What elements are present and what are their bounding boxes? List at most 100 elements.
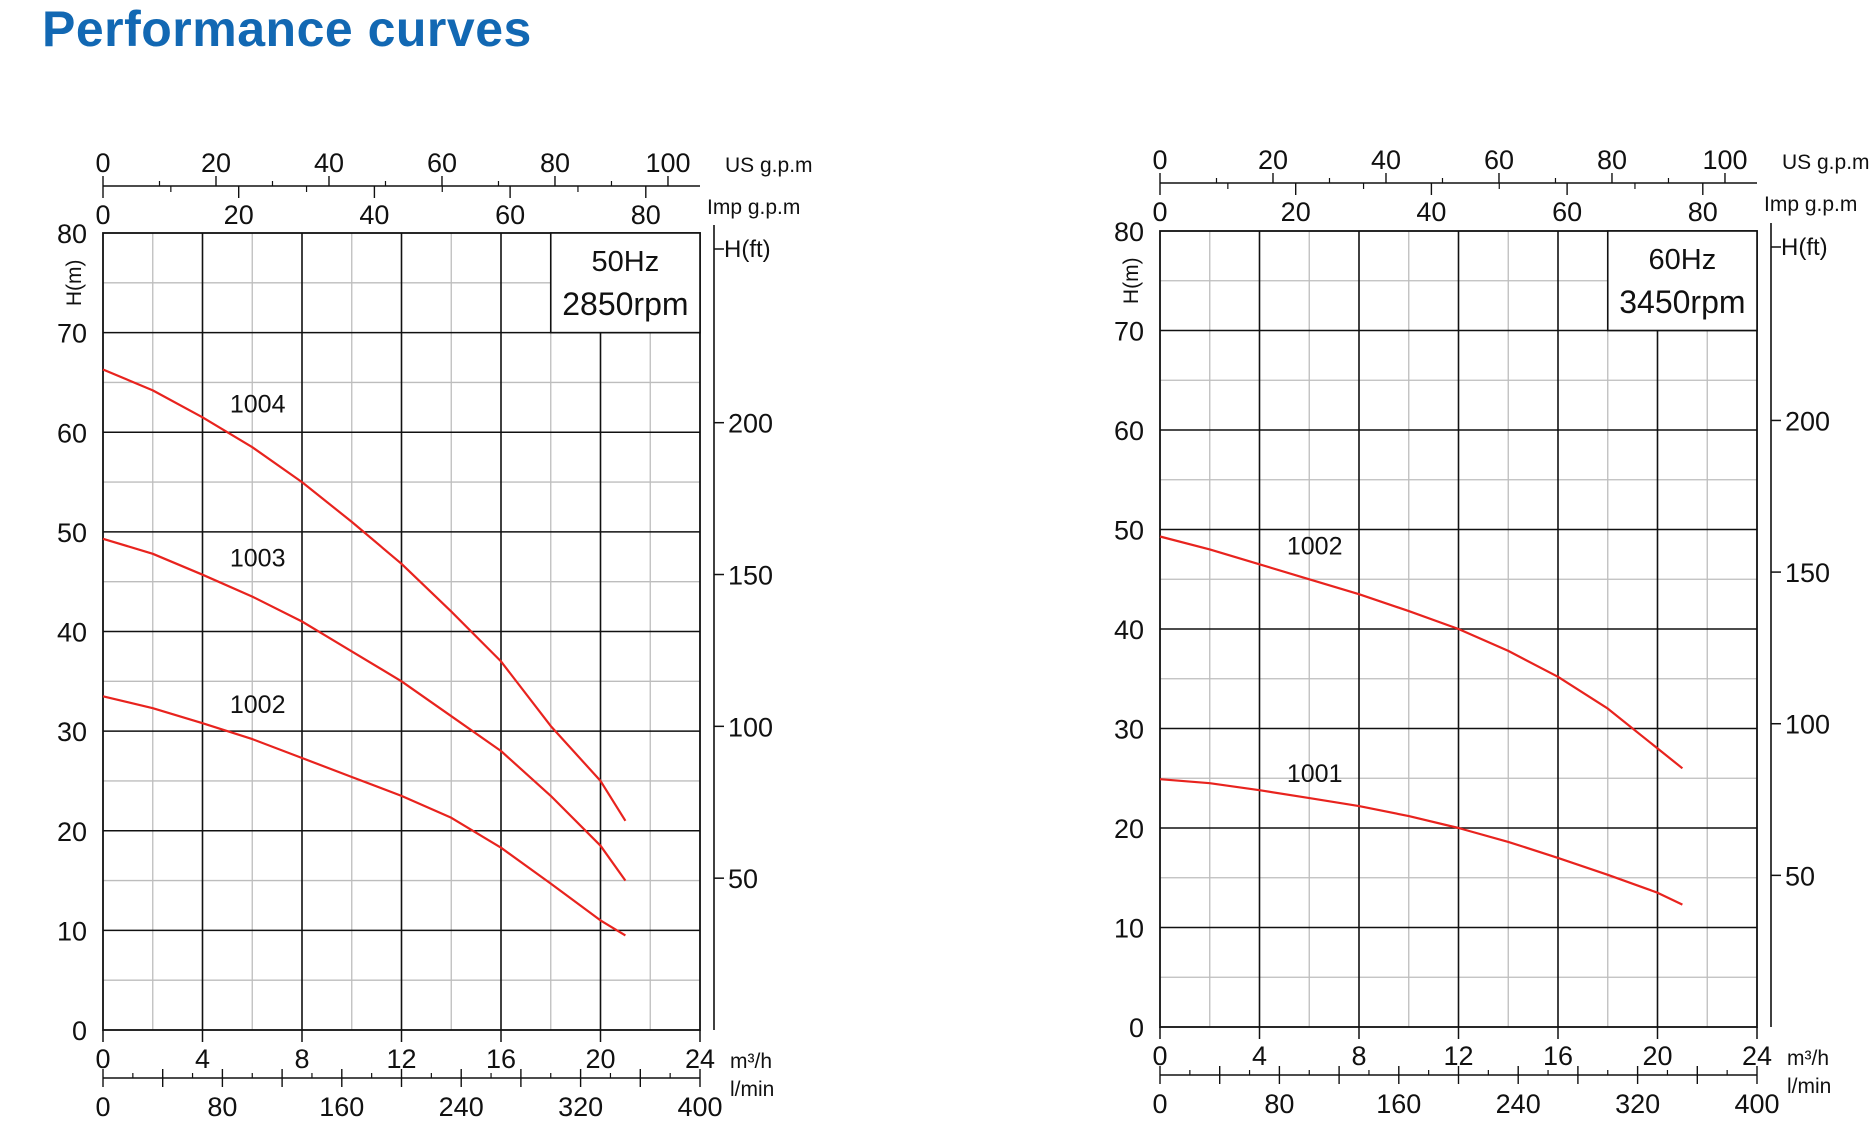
- chart1-imp-tick-label: 0: [95, 200, 110, 230]
- chart1-us-tick-label: 0: [95, 148, 110, 178]
- chart2-imp-tick-label: 20: [1281, 197, 1311, 227]
- chart1-y-tick-label: 10: [57, 916, 87, 946]
- chart1-ft-tick-label: 100: [728, 712, 773, 742]
- page-title: Performance curves: [42, 1, 532, 57]
- chart2-curve-label-1002: 1002: [1287, 532, 1343, 560]
- chart1-ft-tick-label: 50: [728, 864, 758, 894]
- chart2-us-axis-label: US g.p.m: [1782, 151, 1870, 174]
- chart2-y-tick-label: 0: [1129, 1013, 1144, 1043]
- chart1-y-tick-label: 0: [72, 1016, 87, 1046]
- chart1-ft-tick-label: 200: [728, 409, 773, 439]
- chart1-y-tick-label: 70: [57, 319, 87, 349]
- chart2-x-tick-label: 4: [1252, 1041, 1267, 1071]
- chart1-imp-tick-label: 20: [224, 200, 254, 230]
- chart1-y-tick-label: 30: [57, 717, 87, 747]
- chart1-y-axis-label: H(m): [63, 259, 86, 306]
- chart1-ft-tick-label: 150: [728, 561, 773, 591]
- chart2-y-tick-label: 70: [1114, 317, 1144, 347]
- chart1-lmin-tick-label: 240: [439, 1092, 484, 1122]
- chart1-us-axis-label: US g.p.m: [725, 154, 813, 177]
- chart1-imp-axis-label: Imp g.p.m: [707, 196, 800, 219]
- chart2-y-tick-label: 40: [1114, 615, 1144, 645]
- chart1-x-tick-label: 0: [95, 1044, 110, 1074]
- chart1-imp-tick-label: 60: [495, 200, 525, 230]
- chart2-us-tick-label: 0: [1152, 145, 1167, 175]
- chart1-us-tick-label: 80: [540, 148, 570, 178]
- chart2-us-tick-label: 60: [1484, 145, 1514, 175]
- chart2-y-tick-label: 30: [1114, 715, 1144, 745]
- chart2-imp-tick-label: 40: [1416, 197, 1446, 227]
- chart1-lmin-tick-label: 400: [677, 1092, 722, 1122]
- chart2-x-tick-label: 8: [1351, 1041, 1366, 1071]
- chart1-us-tick-label: 40: [314, 148, 344, 178]
- chart2-ft-tick-label: 150: [1785, 558, 1830, 588]
- chart2-x-tick-label: 16: [1543, 1041, 1573, 1071]
- chart1-x-tick-label: 20: [585, 1044, 615, 1074]
- chart2-ft-tick-label: 50: [1785, 861, 1815, 891]
- chart1-lmin-tick-label: 320: [558, 1092, 603, 1122]
- chart1-y-tick-label: 60: [57, 418, 87, 448]
- chart1-imp-tick-label: 80: [631, 200, 661, 230]
- chart1-x-tick-label: 16: [486, 1044, 516, 1074]
- chart2-lmin-tick-label: 320: [1615, 1089, 1660, 1119]
- chart2-y-axis-label: H(m): [1120, 257, 1143, 304]
- chart1-lmin-axis-label: l/min: [730, 1078, 774, 1101]
- chart1-us-tick-label: 20: [201, 148, 231, 178]
- chart2-curve-label-1001: 1001: [1287, 760, 1343, 788]
- chart1-speed-label: 2850rpm: [562, 286, 688, 322]
- chart2-lmin-tick-label: 0: [1152, 1089, 1167, 1119]
- chart2-frequency-label: 60Hz: [1649, 244, 1717, 276]
- chart2-lmin-tick-label: 160: [1376, 1089, 1421, 1119]
- chart2-lmin-tick-label: 240: [1496, 1089, 1541, 1119]
- chart2-x-tick-label: 20: [1642, 1041, 1672, 1071]
- chart2-y-tick-label: 10: [1114, 914, 1144, 944]
- chart2-x-tick-label: 0: [1152, 1041, 1167, 1071]
- chart2-ft-axis-label: H(ft): [1781, 234, 1828, 261]
- chart1-us-tick-label: 100: [645, 148, 690, 178]
- chart2-us-tick-label: 20: [1258, 145, 1288, 175]
- chart2-imp-axis-label: Imp g.p.m: [1764, 193, 1857, 216]
- chart2-us-tick-label: 80: [1597, 145, 1627, 175]
- chart1-curve-1002: [102, 695, 626, 937]
- chart2-y-tick-label: 60: [1114, 416, 1144, 446]
- chart2-lmin-axis-label: l/min: [1787, 1075, 1831, 1098]
- chart2-lmin-tick-label: 400: [1734, 1089, 1779, 1119]
- chart2-ft-tick-label: 100: [1785, 710, 1830, 740]
- chart1-x-axis-label: m³/h: [730, 1050, 772, 1073]
- chart1-lmin-tick-label: 0: [95, 1092, 110, 1122]
- chart1-x-tick-label: 4: [195, 1044, 210, 1074]
- chart1-y-tick-label: 20: [57, 817, 87, 847]
- chart1-us-tick-label: 60: [427, 148, 457, 178]
- chart2-curve-1002: [1159, 535, 1684, 770]
- chart2-us-tick-label: 100: [1702, 145, 1747, 175]
- chart2-speed-box: [1606, 230, 1758, 332]
- chart1-curve-1004: [102, 368, 627, 822]
- chart2-imp-tick-label: 80: [1688, 197, 1718, 227]
- chart1-speed-box: [549, 232, 701, 334]
- chart2-curve-1001: [1159, 778, 1683, 906]
- chart1-lmin-tick-label: 80: [207, 1092, 237, 1122]
- chart2-lmin-tick-label: 80: [1264, 1089, 1294, 1119]
- chart1-curve-label-1002: 1002: [230, 691, 286, 719]
- chart2-y-tick-label: 50: [1114, 516, 1144, 546]
- chart1-lmin-tick-label: 160: [319, 1092, 364, 1122]
- chart2-imp-tick-label: 0: [1152, 197, 1167, 227]
- chart1-ft-axis-label: H(ft): [724, 236, 771, 263]
- chart1-y-tick-label: 40: [57, 618, 87, 648]
- chart1-curve-1003: [102, 537, 627, 882]
- chart1-curve-label-1003: 1003: [230, 545, 286, 573]
- chart1-y-tick-label: 50: [57, 518, 87, 548]
- chart1-curve-label-1004: 1004: [230, 390, 286, 418]
- chart2-ft-tick-label: 200: [1785, 406, 1830, 436]
- chart1-y-tick-label: 80: [57, 219, 87, 249]
- chart2-speed-label: 3450rpm: [1619, 284, 1745, 320]
- chart2-imp-tick-label: 60: [1552, 197, 1582, 227]
- chart2-y-tick-label: 80: [1114, 217, 1144, 247]
- chart2-us-tick-label: 40: [1371, 145, 1401, 175]
- chart1-frequency-label: 50Hz: [592, 246, 660, 278]
- chart1-x-tick-label: 8: [294, 1044, 309, 1074]
- chart1-imp-tick-label: 40: [359, 200, 389, 230]
- chart2-y-tick-label: 20: [1114, 814, 1144, 844]
- chart2-x-axis-label: m³/h: [1787, 1047, 1829, 1070]
